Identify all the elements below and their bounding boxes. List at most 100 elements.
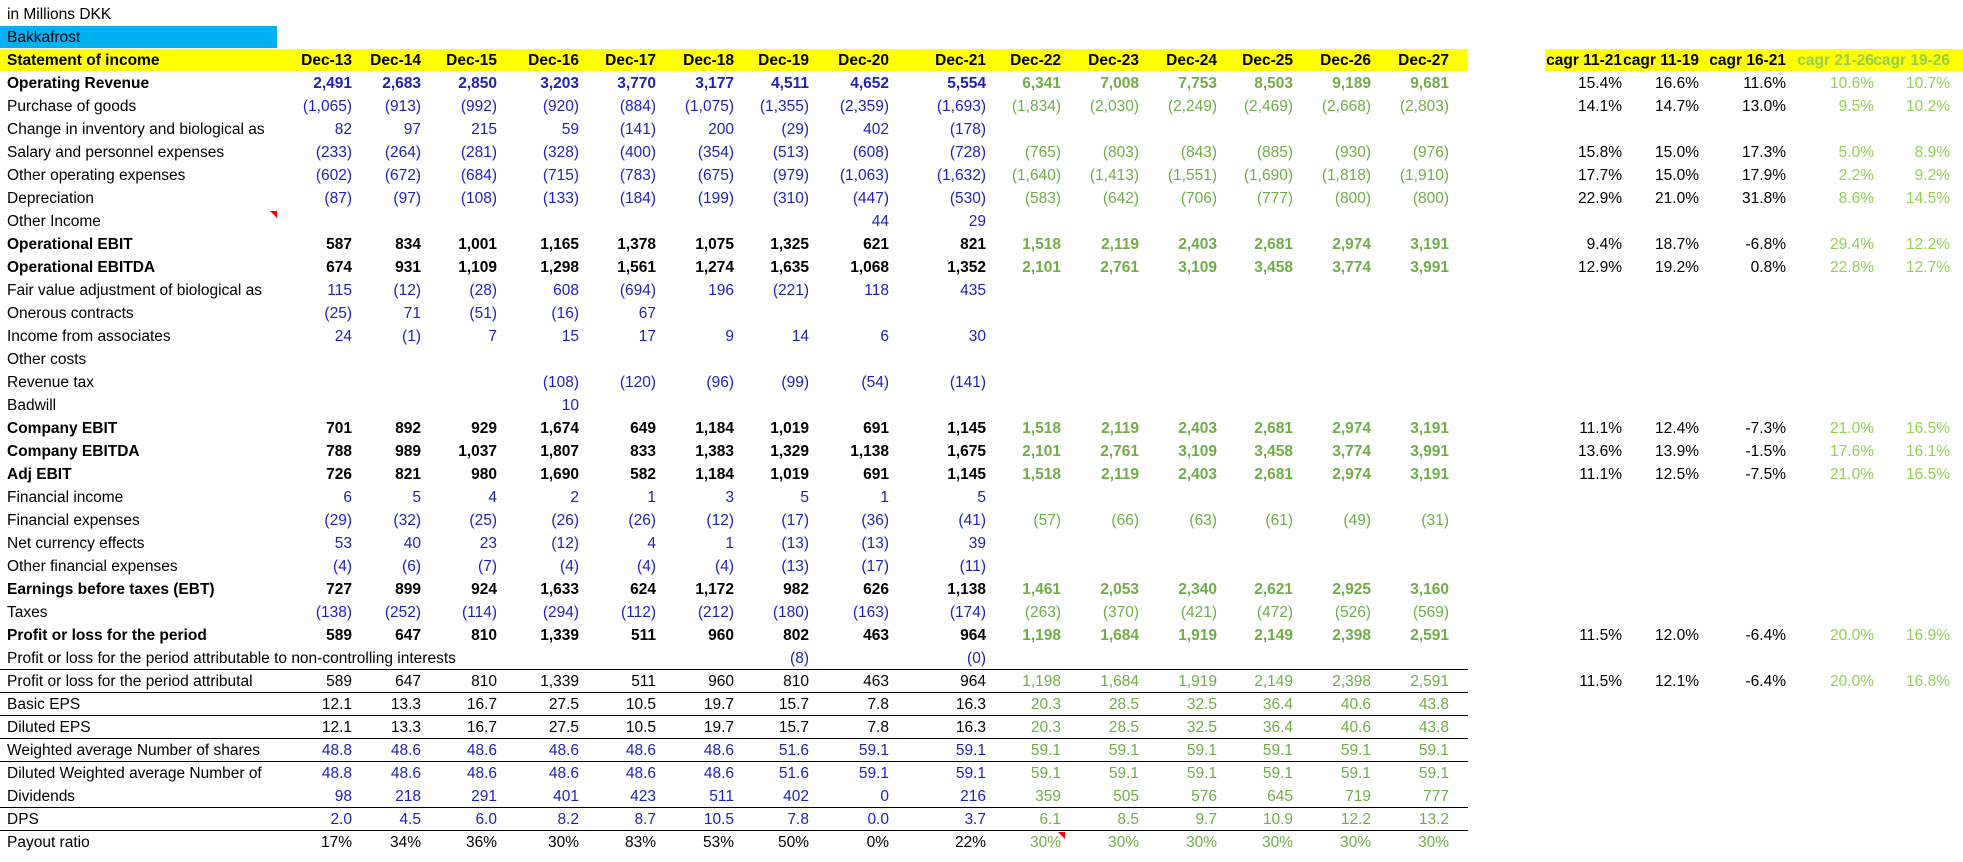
- value-cell[interactable]: [1055, 302, 1139, 325]
- row-label[interactable]: Onerous contracts: [7, 305, 134, 322]
- value-cell[interactable]: 83%: [624, 834, 656, 851]
- value-cell[interactable]: [1133, 555, 1217, 578]
- header-year-cell[interactable]: Dec-16: [528, 52, 579, 69]
- value-cell[interactable]: (199): [697, 190, 734, 207]
- cagr-cell[interactable]: [1706, 302, 1786, 325]
- row-label[interactable]: Adj EBIT: [7, 466, 72, 483]
- value-cell[interactable]: 892: [395, 420, 421, 437]
- value-cell[interactable]: [1287, 325, 1371, 348]
- value-cell[interactable]: 1,019: [770, 466, 809, 483]
- value-cell[interactable]: 30%: [1417, 834, 1449, 851]
- value-cell[interactable]: (1,910): [1399, 167, 1449, 184]
- value-cell[interactable]: 32.5: [1186, 719, 1217, 736]
- cagr-cell[interactable]: 15.4%: [1578, 75, 1622, 92]
- row-label[interactable]: Purchase of goods: [7, 98, 137, 115]
- value-cell[interactable]: (783): [619, 167, 656, 184]
- value-cell[interactable]: (28): [469, 282, 497, 299]
- header-year-cell[interactable]: Dec-23: [1088, 52, 1139, 69]
- cagr-cell[interactable]: 21.0%: [1655, 190, 1699, 207]
- value-cell[interactable]: (221): [772, 282, 809, 299]
- cagr-cell[interactable]: 12.7%: [1906, 259, 1950, 276]
- value-cell[interactable]: (26): [551, 512, 579, 529]
- value-cell[interactable]: (133): [542, 190, 579, 207]
- cagr-cell[interactable]: 21.0%: [1830, 466, 1874, 483]
- value-cell[interactable]: 0: [880, 788, 889, 805]
- value-cell[interactable]: [1209, 486, 1293, 509]
- value-cell[interactable]: 3,109: [1178, 443, 1217, 460]
- value-cell[interactable]: (8): [790, 650, 809, 667]
- value-cell[interactable]: (1,075): [684, 98, 734, 115]
- value-cell[interactable]: 48.6: [466, 765, 497, 782]
- value-cell[interactable]: [977, 371, 1061, 394]
- value-cell[interactable]: 423: [630, 788, 656, 805]
- cagr-cell[interactable]: -6.8%: [1745, 236, 1787, 253]
- value-cell[interactable]: 43.8: [1418, 696, 1449, 713]
- header-year-cell[interactable]: Dec-21: [935, 52, 986, 69]
- cagr-cell[interactable]: [1542, 394, 1622, 417]
- cagr-cell[interactable]: 12.1%: [1655, 673, 1699, 690]
- value-cell[interactable]: 1,019: [770, 420, 809, 437]
- cagr-cell[interactable]: [1794, 371, 1874, 394]
- cagr-cell[interactable]: [1706, 762, 1786, 785]
- value-cell[interactable]: 97: [403, 121, 421, 138]
- value-cell[interactable]: (281): [460, 144, 497, 161]
- value-cell[interactable]: [1055, 647, 1139, 670]
- value-cell[interactable]: (706): [1180, 190, 1217, 207]
- cagr-cell[interactable]: 13.9%: [1655, 443, 1699, 460]
- value-cell[interactable]: 2,119: [1101, 420, 1139, 437]
- value-cell[interactable]: 2,681: [1254, 236, 1293, 253]
- cagr-cell[interactable]: [1870, 601, 1950, 624]
- value-cell[interactable]: 1,145: [947, 466, 986, 483]
- value-cell[interactable]: 19.7: [703, 719, 734, 736]
- row-label[interactable]: Company EBITDA: [7, 443, 140, 460]
- value-cell[interactable]: 3,191: [1410, 466, 1449, 483]
- value-cell[interactable]: 44: [871, 213, 889, 230]
- value-cell[interactable]: 3,991: [1410, 443, 1449, 460]
- value-cell[interactable]: 1,675: [947, 443, 986, 460]
- value-cell[interactable]: 1,461: [1022, 581, 1061, 598]
- value-cell[interactable]: 48.6: [548, 765, 579, 782]
- cagr-cell[interactable]: 9.2%: [1914, 167, 1950, 184]
- value-cell[interactable]: 1,138: [850, 443, 889, 460]
- value-cell[interactable]: 1,518: [1022, 420, 1061, 437]
- value-cell[interactable]: 2,403: [1178, 420, 1217, 437]
- cagr-cell[interactable]: [1794, 578, 1874, 601]
- value-cell[interactable]: 12.1: [321, 719, 352, 736]
- value-cell[interactable]: (354): [697, 144, 734, 161]
- value-cell[interactable]: (1,413): [1089, 167, 1139, 184]
- value-cell[interactable]: 28.5: [1108, 696, 1139, 713]
- cagr-cell[interactable]: -1.5%: [1745, 443, 1787, 460]
- value-cell[interactable]: [650, 348, 734, 371]
- value-cell[interactable]: 8.2: [557, 811, 579, 828]
- value-cell[interactable]: 359: [1035, 788, 1061, 805]
- row-label[interactable]: Operational EBITDA: [7, 259, 156, 276]
- cagr-cell[interactable]: 16.6%: [1655, 75, 1699, 92]
- cagr-cell[interactable]: 12.5%: [1655, 466, 1699, 483]
- cagr-cell[interactable]: [1706, 394, 1786, 417]
- value-cell[interactable]: [1287, 302, 1371, 325]
- value-cell[interactable]: 2,761: [1100, 259, 1139, 276]
- value-cell[interactable]: 8,503: [1254, 75, 1293, 92]
- value-cell[interactable]: 30%: [1029, 834, 1061, 851]
- value-cell[interactable]: [1055, 279, 1139, 302]
- cagr-cell[interactable]: 15.0%: [1655, 144, 1699, 161]
- value-cell[interactable]: (25): [469, 512, 497, 529]
- value-cell[interactable]: [337, 371, 421, 394]
- cagr-cell[interactable]: [1870, 762, 1950, 785]
- value-cell[interactable]: 6.0: [475, 811, 497, 828]
- cagr-cell[interactable]: 11.5%: [1579, 627, 1622, 644]
- value-cell[interactable]: 7,008: [1100, 75, 1139, 92]
- value-cell[interactable]: [1055, 348, 1139, 371]
- cagr-cell[interactable]: 17.3%: [1742, 144, 1786, 161]
- value-cell[interactable]: 1,633: [540, 581, 579, 598]
- value-cell[interactable]: (13): [781, 535, 809, 552]
- value-cell[interactable]: 7.8: [787, 811, 809, 828]
- value-cell[interactable]: (843): [1180, 144, 1217, 161]
- value-cell[interactable]: 788: [326, 443, 352, 460]
- value-cell[interactable]: 511: [709, 788, 734, 805]
- row-label[interactable]: Diluted Weighted average Number of: [7, 765, 262, 782]
- value-cell[interactable]: 5,554: [947, 75, 986, 92]
- value-cell[interactable]: 2,850: [458, 75, 497, 92]
- value-cell[interactable]: (526): [1334, 604, 1371, 621]
- cagr-cell[interactable]: 16.1%: [1906, 443, 1950, 460]
